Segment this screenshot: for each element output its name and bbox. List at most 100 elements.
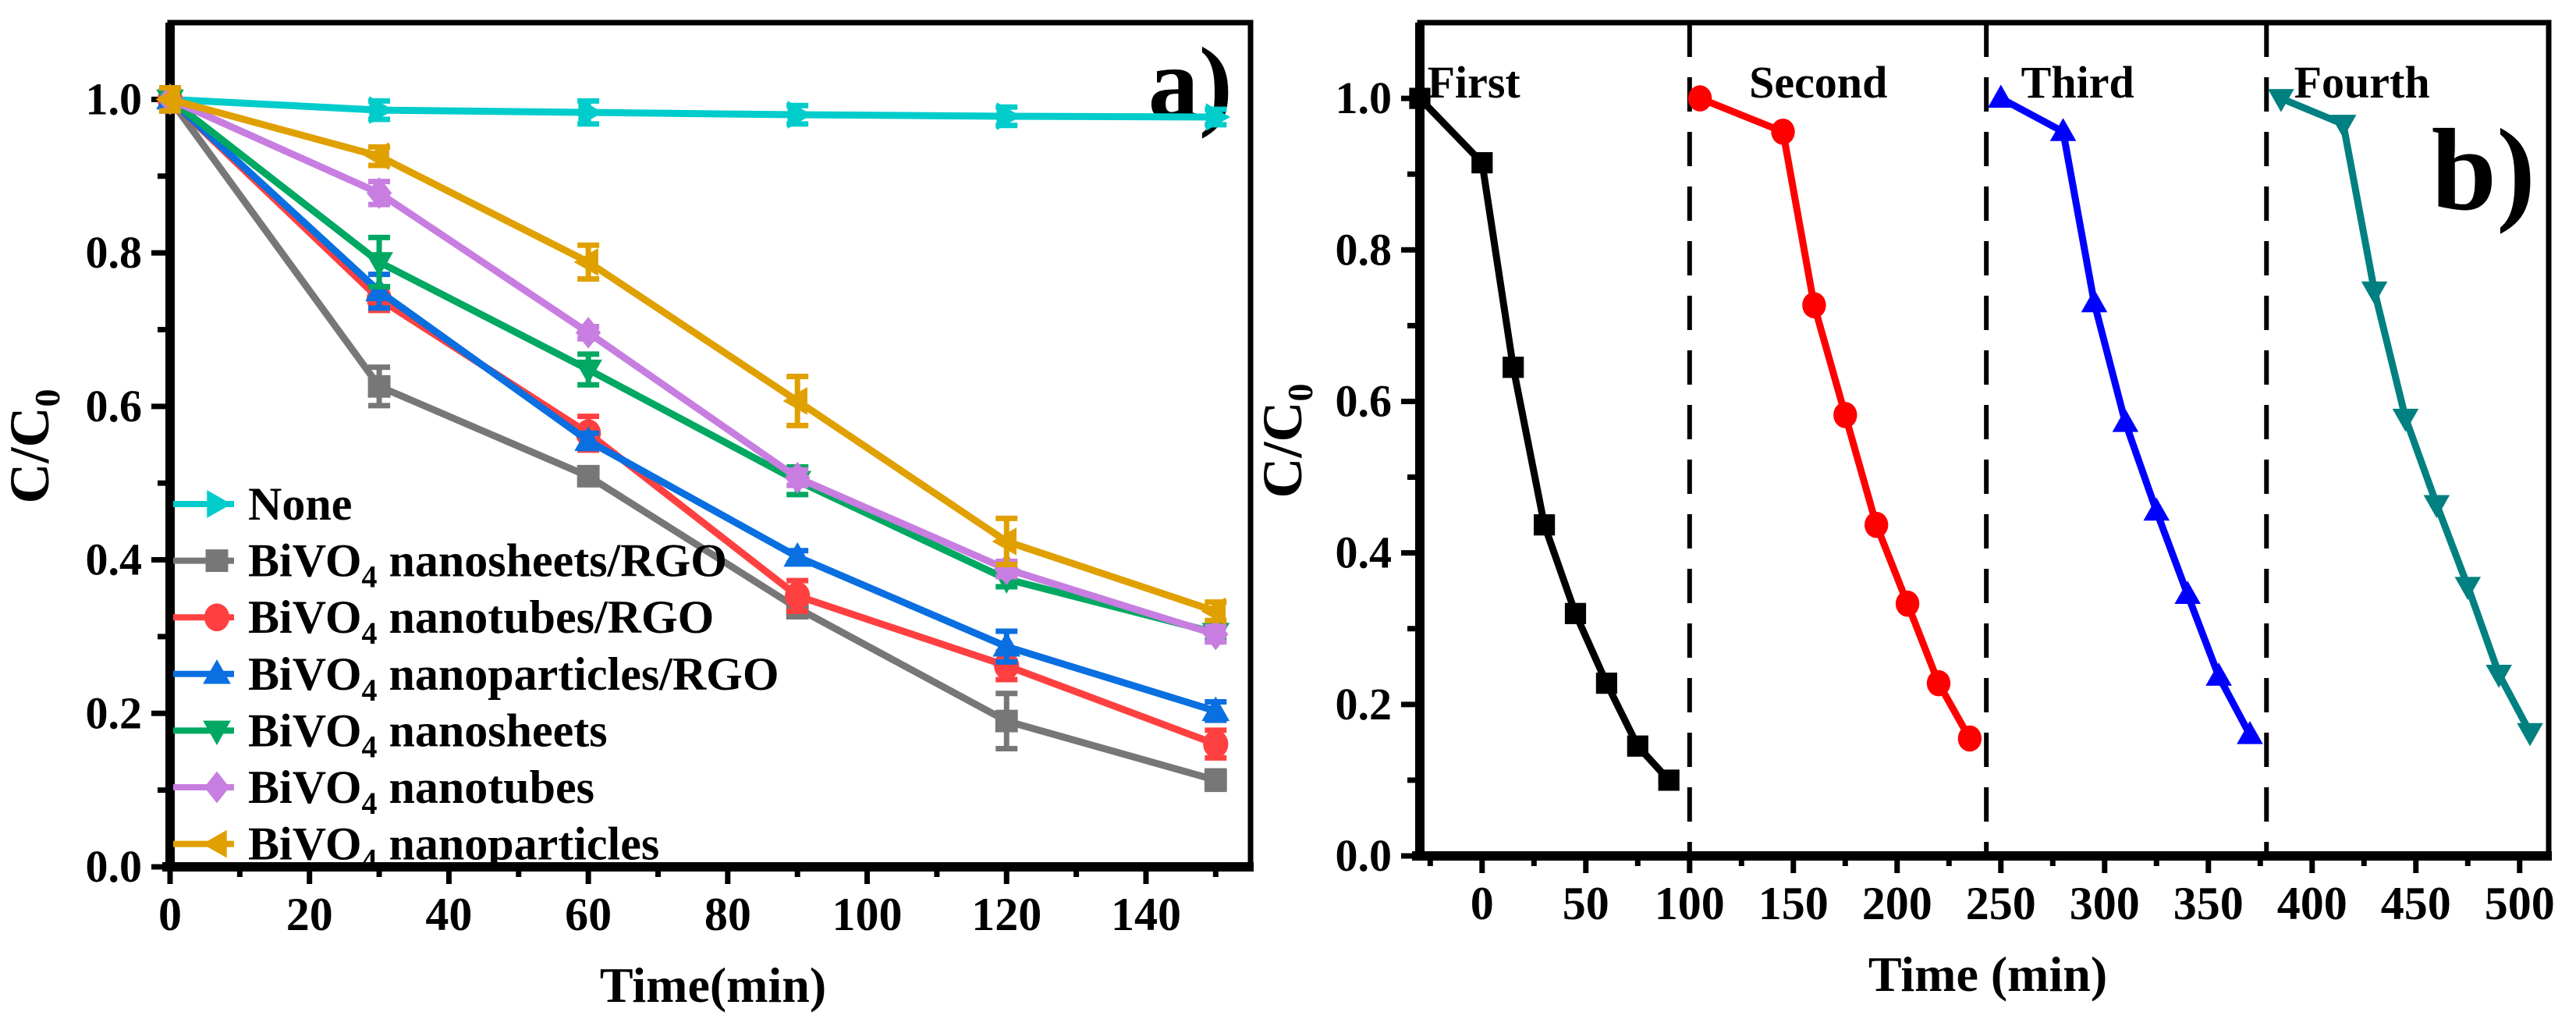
legend-item: BiVO4 nanosheets bbox=[173, 705, 608, 764]
x-tick-label: 60 bbox=[565, 889, 612, 940]
y-tick-label: 0.0 bbox=[1336, 830, 1393, 881]
data-point bbox=[2174, 581, 2201, 605]
y-tick-label: 1.0 bbox=[86, 73, 143, 124]
data-point bbox=[365, 252, 393, 277]
x-tick-label: 450 bbox=[2381, 878, 2451, 929]
data-point bbox=[2329, 115, 2357, 138]
data-point bbox=[1833, 402, 1857, 428]
data-point bbox=[155, 85, 180, 114]
y-tick-label: 0.4 bbox=[1336, 527, 1393, 578]
y-tick-label: 0.8 bbox=[86, 227, 143, 278]
x-tick-label: 400 bbox=[2277, 878, 2347, 929]
data-point bbox=[573, 248, 598, 276]
data-point bbox=[2268, 89, 2294, 112]
x-tick-label: 300 bbox=[2070, 878, 2140, 929]
data-point bbox=[369, 96, 394, 124]
series-line bbox=[1417, 95, 1672, 783]
x-tick-label: 0 bbox=[158, 889, 182, 940]
legend-marker bbox=[204, 771, 230, 804]
data-point bbox=[1471, 152, 1493, 174]
x-tick-label: 250 bbox=[1966, 878, 2036, 929]
data-point bbox=[1204, 769, 1227, 792]
data-point bbox=[574, 426, 602, 451]
data-point bbox=[995, 709, 1018, 733]
series-line bbox=[167, 97, 1217, 747]
y-tick-label: 0.8 bbox=[1336, 224, 1393, 275]
y-tick-label: 0.0 bbox=[86, 841, 143, 892]
y-axis-title-main: C/C bbox=[1251, 402, 1314, 499]
cycle-series-0 bbox=[1409, 87, 1680, 791]
data-point bbox=[2486, 664, 2512, 688]
data-point bbox=[574, 359, 602, 385]
legend-marker bbox=[202, 829, 227, 858]
legend-item: BiVO4 nanotubes/RGO bbox=[173, 591, 714, 651]
y-tick-label: 1.0 bbox=[1336, 73, 1393, 123]
y-tick-label: 0.2 bbox=[1336, 679, 1393, 730]
cycle-label: Second bbox=[1749, 57, 1887, 108]
x-tick-label: 150 bbox=[1758, 878, 1829, 929]
x-tick-label: 40 bbox=[425, 889, 472, 940]
data-point bbox=[364, 142, 389, 171]
legend-item: BiVO4 nanoparticles bbox=[173, 818, 659, 878]
legend-item: BiVO4 nanotubes bbox=[173, 762, 594, 821]
legend-item: None bbox=[173, 478, 352, 530]
cycle-label: First bbox=[1428, 57, 1521, 108]
data-point bbox=[2423, 495, 2450, 519]
data-point bbox=[367, 375, 391, 398]
legend-label: BiVO4 nanoparticles bbox=[248, 818, 659, 878]
data-point bbox=[1687, 85, 1712, 112]
y-tick-label: 0.6 bbox=[1336, 375, 1393, 426]
data-point bbox=[992, 631, 1021, 657]
series-line bbox=[1999, 95, 2253, 737]
series-line bbox=[2280, 94, 2534, 734]
x-tick-label: 0 bbox=[1471, 878, 1494, 929]
data-point bbox=[1564, 602, 1587, 624]
data-point bbox=[577, 464, 600, 488]
series-line bbox=[168, 96, 1217, 637]
series-line bbox=[169, 96, 1217, 615]
data-point bbox=[785, 461, 811, 494]
cycle-series-3 bbox=[2268, 89, 2543, 747]
x-tick-label: 120 bbox=[971, 889, 1041, 940]
data-point bbox=[1203, 730, 1229, 758]
data-point bbox=[1503, 357, 1524, 378]
legend-marker bbox=[207, 490, 232, 518]
data-point bbox=[2361, 281, 2388, 305]
data-point bbox=[1409, 87, 1431, 109]
data-point bbox=[1926, 669, 1951, 697]
series-line bbox=[167, 97, 1217, 784]
data-point bbox=[782, 387, 807, 415]
data-point bbox=[2081, 289, 2108, 313]
data-point bbox=[366, 176, 392, 209]
y-axis-title: C/C0 bbox=[1251, 384, 1320, 499]
y-axis-title-subscript: 0 bbox=[1280, 384, 1320, 402]
y-tick-label: 0.6 bbox=[86, 381, 143, 431]
data-point bbox=[1957, 725, 1982, 752]
data-point bbox=[1205, 103, 1231, 131]
data-point bbox=[2049, 118, 2077, 141]
data-point bbox=[2112, 409, 2139, 432]
series-line bbox=[169, 95, 1216, 121]
data-point bbox=[2517, 723, 2543, 747]
x-tick-label: 20 bbox=[286, 889, 333, 940]
y-tick-label: 0.2 bbox=[86, 687, 143, 738]
panel-b-recycling-chart: 0.0 0.2 0.4 0.6 0.8 1.0 0 50 100 150 200 250 300 350 4… bbox=[1251, 20, 2555, 1002]
cycle-label: Third bbox=[2021, 57, 2134, 108]
cycle-series-2 bbox=[1987, 84, 2263, 744]
series-line bbox=[169, 96, 1217, 638]
x-axis-title: Time(min) bbox=[600, 957, 826, 1013]
data-point bbox=[2205, 662, 2232, 686]
data-point bbox=[785, 581, 811, 610]
data-point bbox=[996, 102, 1021, 130]
panel-a-degradation-chart: 0.0 0.2 0.4 0.6 0.8 1.0 0 20 40 60 80 100 120 140 Time… bbox=[0, 20, 1254, 1013]
x-tick-label: 50 bbox=[1563, 878, 1609, 929]
series-line bbox=[167, 97, 1217, 715]
data-point bbox=[1771, 119, 1795, 145]
data-point bbox=[2143, 497, 2170, 521]
legend-item: BiVO4 nanosheets/RGO bbox=[173, 535, 727, 595]
legend-label: BiVO4 nanotubes bbox=[248, 762, 594, 821]
x-tick-label: 200 bbox=[1862, 878, 1932, 929]
data-point bbox=[992, 527, 1017, 556]
